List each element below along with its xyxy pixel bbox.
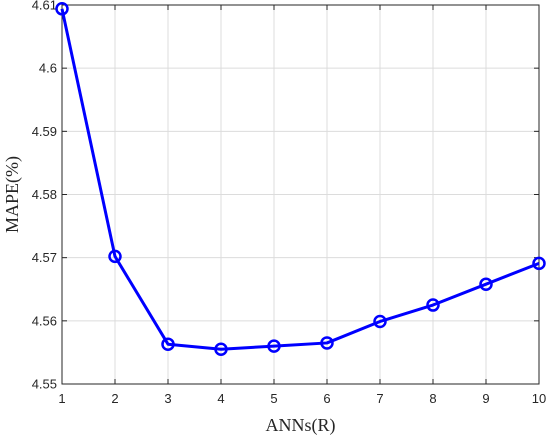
data-point-marker [214,342,228,357]
x-tick-label: 2 [111,391,118,406]
data-point-marker [479,277,493,291]
y-tick-label: 4.55 [32,377,57,392]
grid-lines [61,4,540,385]
data-point-marker [55,2,69,16]
x-tick-label: 7 [376,391,383,406]
data-point-marker [267,339,281,353]
x-axis-label: ANNs(R) [266,415,336,436]
y-tick-label: 4.59 [32,124,57,139]
x-tick-label: 1 [58,391,65,406]
x-tick-label: 6 [323,391,330,406]
x-axis-ticks: 1 2 3 4 5 6 7 8 9 10 [58,5,546,406]
y-axis-label: MAPE(%) [2,156,23,233]
data-point-marker [161,337,175,351]
series-line [60,8,540,351]
series [55,2,546,357]
data-point-marker [320,336,334,350]
y-tick-label: 4.61 [32,0,57,13]
x-tick-label: 9 [482,391,489,406]
x-tick-label: 5 [270,391,277,406]
y-tick-label: 4.56 [32,313,57,328]
data-point-marker [532,256,546,271]
data-point-marker [108,249,122,264]
y-tick-label: 4.58 [32,187,57,202]
x-tick-label: 8 [429,391,436,406]
x-tick-label: 10 [532,391,546,406]
x-tick-label: 3 [164,391,171,406]
y-tick-label: 4.6 [39,61,57,76]
y-tick-label: 4.57 [32,250,57,265]
x-tick-label: 4 [217,391,224,406]
data-point-marker [373,314,387,329]
y-axis-ticks: 4.55 4.56 4.57 4.58 4.59 4.6 4.61 [32,0,539,392]
data-point-marker [426,298,440,312]
